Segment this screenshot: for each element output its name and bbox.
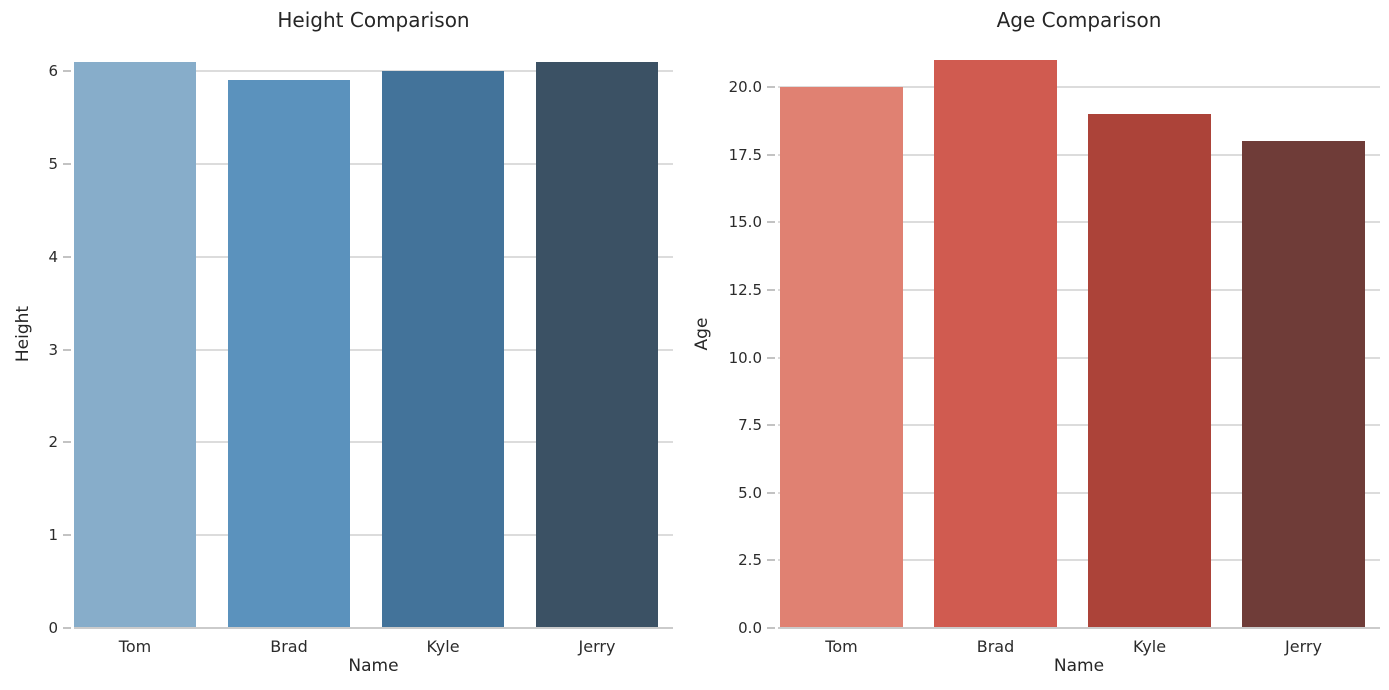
y-tick-mark xyxy=(767,627,775,629)
y-tick-mark xyxy=(63,441,71,444)
grid-line xyxy=(778,288,1380,291)
y-tick-mark xyxy=(63,255,71,258)
y-tick-label: 15.0 xyxy=(728,213,762,232)
grid-line xyxy=(778,424,1380,427)
x-axis-line xyxy=(74,627,673,629)
y-tick-mark xyxy=(63,348,71,351)
grid-line xyxy=(74,348,673,351)
bar-brad xyxy=(228,80,350,628)
grid-line xyxy=(778,559,1380,562)
x-tick-label-tom: Tom xyxy=(825,637,858,656)
chart-title: Height Comparison xyxy=(277,8,470,32)
bar-brad xyxy=(934,60,1057,628)
y-tick-label: 12.5 xyxy=(728,280,762,299)
bar-jerry xyxy=(536,61,658,628)
y-tick-mark xyxy=(767,559,775,562)
y-tick-label: 7.5 xyxy=(738,416,762,435)
y-tick-label: 2.5 xyxy=(738,551,762,570)
y-tick-label: 5.0 xyxy=(738,483,762,502)
y-tick-label: 1 xyxy=(48,526,58,545)
y-tick-label: 6 xyxy=(48,62,58,81)
y-tick-mark xyxy=(767,356,775,359)
x-tick-label-jerry: Jerry xyxy=(578,637,616,656)
y-tick-label: 3 xyxy=(48,340,58,359)
y-tick-mark xyxy=(767,288,775,291)
x-tick-label-tom: Tom xyxy=(118,637,152,656)
chart-title: Age Comparison xyxy=(996,8,1162,32)
y-tick-mark xyxy=(767,424,775,427)
x-tick-label-kyle: Kyle xyxy=(426,637,460,656)
grid-line xyxy=(74,441,673,444)
x-axis-label: Name xyxy=(1053,656,1105,676)
y-axis-label: Age xyxy=(692,317,712,351)
y-tick-mark xyxy=(767,86,775,89)
y-tick-label: 17.5 xyxy=(728,145,762,164)
bar-tom xyxy=(74,61,196,628)
y-tick-mark xyxy=(63,70,71,73)
grid-line xyxy=(74,70,673,73)
bar-kyle xyxy=(382,71,504,628)
x-tick-label-brad: Brad xyxy=(976,637,1015,656)
y-tick-mark xyxy=(63,627,71,629)
grid-line xyxy=(778,221,1380,224)
x-axis-line xyxy=(778,627,1380,629)
grid-line xyxy=(74,162,673,165)
grid-line xyxy=(74,534,673,537)
x-axis-label: Name xyxy=(348,656,399,676)
bar-jerry xyxy=(1242,141,1365,628)
grid-line xyxy=(778,86,1380,89)
x-tick-label-kyle: Kyle xyxy=(1132,637,1167,656)
grid-line xyxy=(778,153,1380,156)
y-tick-label: 0 xyxy=(48,619,58,637)
grid-line xyxy=(74,255,673,258)
x-tick-label-brad: Brad xyxy=(270,637,308,656)
plot-area xyxy=(74,40,673,629)
grid-line xyxy=(778,356,1380,359)
grid-line xyxy=(778,491,1380,494)
y-tick-label: 4 xyxy=(48,247,58,266)
plot-area xyxy=(778,40,1380,629)
bar-kyle xyxy=(1088,114,1211,628)
y-tick-label: 2 xyxy=(48,433,58,452)
y-tick-label: 0.0 xyxy=(738,619,762,637)
bar-tom xyxy=(780,87,903,628)
y-tick-mark xyxy=(63,162,71,165)
y-tick-mark xyxy=(63,534,71,537)
y-tick-mark xyxy=(767,491,775,494)
y-tick-label: 20.0 xyxy=(728,78,762,97)
y-tick-label: 10.0 xyxy=(728,348,762,367)
y-tick-mark xyxy=(767,221,775,224)
x-tick-label-jerry: Jerry xyxy=(1285,637,1322,656)
y-tick-mark xyxy=(767,153,775,156)
y-tick-label: 5 xyxy=(48,154,58,173)
